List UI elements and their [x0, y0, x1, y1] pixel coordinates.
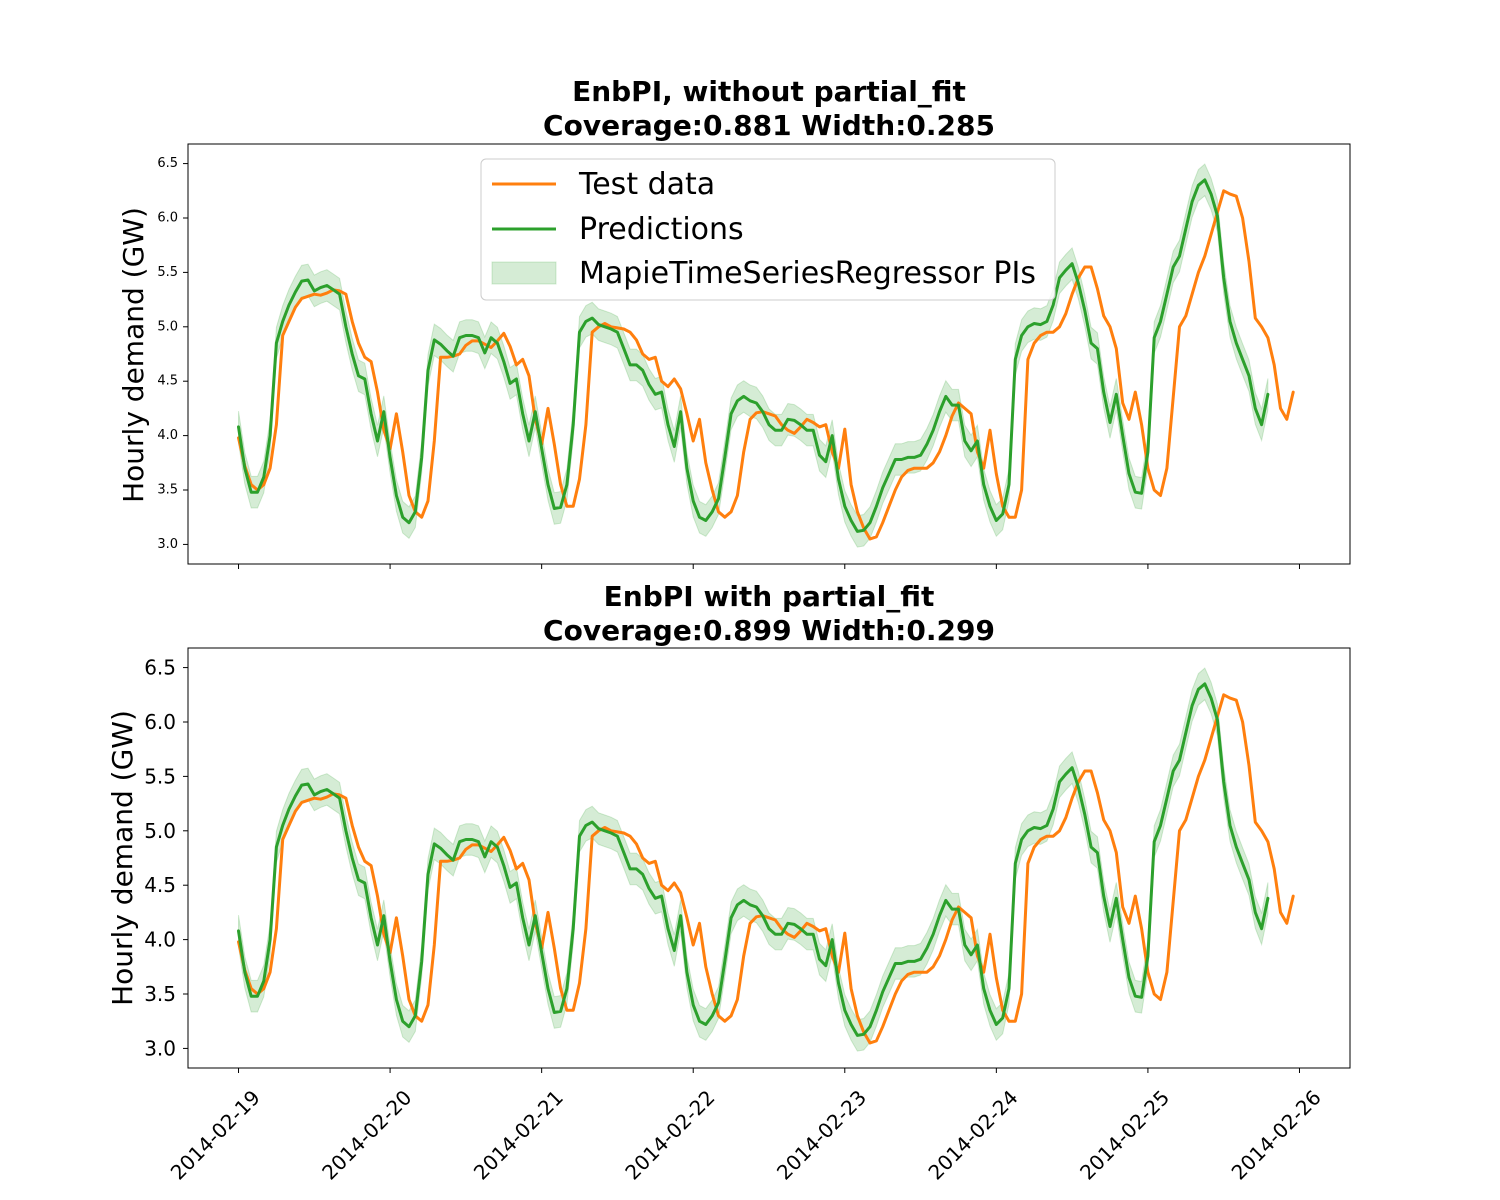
series-line-predictions	[237, 178, 1270, 533]
legend-label-predictions: Predictions	[579, 212, 744, 247]
chart-panel-bottom: EnbPI with partial_fit Coverage:0.899 Wi…	[106, 580, 1351, 1184]
y-tick-label: 6.5	[157, 156, 178, 171]
chart-title: EnbPI, without partial_fit	[572, 75, 966, 108]
legend-frame	[480, 158, 1056, 301]
plot-frame	[187, 143, 1351, 565]
legend-label-test-data: Test data	[578, 167, 715, 202]
y-tick-label: 6.0	[144, 710, 176, 734]
x-tick-label: 2014-02-22	[620, 1085, 719, 1184]
legend-label-interval-band: MapieTimeSeriesRegressor PIs	[579, 256, 1036, 291]
y-tick-label: 4.0	[157, 428, 178, 443]
y-tick-label: 5.0	[157, 319, 178, 334]
y-tick-label: 4.5	[157, 374, 178, 389]
x-tick-label: 2014-02-24	[923, 1085, 1022, 1184]
y-tick-label: 3.0	[157, 537, 178, 552]
y-tick-label: 4.0	[144, 928, 176, 952]
y-tick-label: 5.5	[157, 265, 178, 280]
y-axis: 3.0 3.5 4.0 4.5 5.0 5.5 6.0 6.5	[144, 656, 188, 1060]
y-tick-label: 5.0	[144, 819, 176, 843]
y-tick-label: 6.5	[144, 656, 176, 680]
y-axis-label: Hourly demand (GW)	[106, 710, 139, 1006]
y-axis-label: Hourly demand (GW)	[117, 207, 150, 503]
x-tick-label: 2014-02-20	[317, 1085, 416, 1184]
x-tick-label: 2014-02-21	[469, 1085, 568, 1184]
prediction-interval-band	[238, 667, 1269, 1052]
chart-subtitle: Coverage:0.881 Width:0.285	[543, 109, 995, 142]
legend-swatch-interval-band	[492, 262, 556, 284]
chart-title: EnbPI with partial_fit	[604, 580, 935, 613]
y-tick-label: 3.5	[157, 483, 178, 498]
x-tick-label: 2014-02-25	[1075, 1085, 1174, 1184]
y-tick-label: 5.5	[144, 764, 176, 788]
interval-band-area	[238, 667, 1269, 1052]
x-axis	[238, 564, 1300, 569]
y-axis: 3.0 3.5 4.0 4.5 5.0 5.5 6.0 6.5	[157, 156, 188, 552]
x-tick-label: 2014-02-23	[772, 1085, 871, 1184]
y-tick-label: 4.5	[144, 873, 176, 897]
x-tick-label: 2014-02-26	[1227, 1085, 1326, 1184]
series-lines	[237, 178, 1295, 541]
chart-subtitle: Coverage:0.899 Width:0.299	[543, 614, 995, 647]
x-tick-label: 2014-02-19	[166, 1085, 265, 1184]
series-lines	[237, 682, 1295, 1045]
y-tick-label: 6.0	[157, 210, 178, 225]
y-tick-label: 3.0	[144, 1036, 176, 1060]
legend-swatch-interval-band-edge	[491, 261, 557, 285]
y-tick-label: 3.5	[144, 982, 176, 1006]
series-line-predictions	[237, 682, 1270, 1037]
chart-panel-top: EnbPI, without partial_fit Coverage:0.88…	[117, 75, 1351, 569]
legend: Test data Predictions MapieTimeSeriesReg…	[480, 158, 1056, 301]
x-axis: 2014-02-19 2014-02-20 2014-02-21 2014-02-22…	[166, 1068, 1326, 1184]
plot-frame	[187, 647, 1351, 1069]
